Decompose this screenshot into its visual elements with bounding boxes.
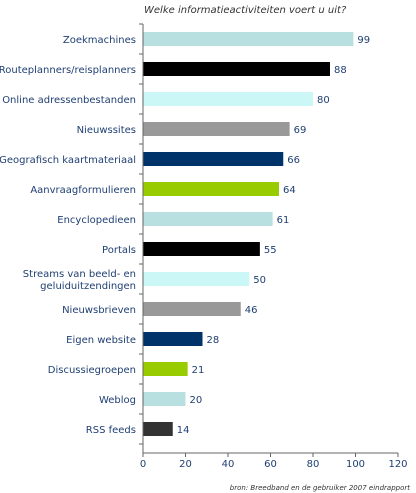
bar [143, 422, 173, 436]
category-label: Weblog [99, 395, 136, 406]
value-label: 99 [357, 35, 370, 46]
category-label: RSS feeds [86, 425, 136, 436]
category-label: Routeplanners/reisplanners [0, 65, 136, 76]
value-label: 21 [192, 365, 205, 376]
category-label: Online adressenbestanden [2, 95, 136, 106]
bar [143, 302, 241, 316]
category-label: Aanvraagformulieren [30, 185, 136, 196]
value-label: 64 [283, 185, 296, 196]
x-tick-label: 0 [140, 459, 146, 470]
category-label: Streams van beeld- en geluiduitzendingen [23, 269, 136, 292]
value-label: 14 [177, 425, 190, 436]
category-label: Zoekmachines [63, 35, 136, 46]
value-label: 61 [277, 215, 290, 226]
bar [143, 212, 273, 226]
value-label: 50 [253, 275, 266, 286]
x-tick-label: 120 [388, 459, 407, 470]
bar [143, 122, 290, 136]
bar [143, 392, 186, 406]
category-label: Portals [102, 245, 136, 256]
value-label: 28 [207, 335, 220, 346]
bar [143, 92, 313, 106]
bar [143, 362, 188, 376]
value-label: 66 [287, 155, 300, 166]
bar [143, 182, 279, 196]
value-label: 69 [294, 125, 307, 136]
value-label: 20 [190, 395, 203, 406]
category-label: Encyclopedieen [57, 215, 136, 226]
category-label: Eigen website [66, 335, 136, 346]
value-label: 80 [317, 95, 330, 106]
bar [143, 242, 260, 256]
x-tick-label: 100 [346, 459, 365, 470]
category-label: Geografisch kaartmateriaal [0, 155, 136, 166]
bar [143, 62, 330, 76]
bar [143, 272, 250, 286]
x-tick-label: 40 [222, 459, 235, 470]
plot-area: Zoekmachines 99 Routeplanners/reisplanners… [0, 23, 408, 470]
category-label: Discussiegroepen [48, 365, 136, 376]
bar [143, 332, 203, 346]
x-tick-label: 80 [307, 459, 320, 470]
x-tick-label: 20 [179, 459, 192, 470]
category-label: Nieuwssites [77, 125, 136, 136]
category-label: Nieuwsbrieven [62, 305, 136, 316]
source-note: bron: Breedband en de gebruiker 2007 ein… [230, 484, 410, 492]
chart-title: Welke informatieactiviteiten voert u uit… [144, 5, 347, 16]
bar [143, 152, 284, 166]
value-label: 88 [334, 65, 347, 76]
value-label: 46 [245, 305, 258, 316]
bar [143, 32, 354, 46]
value-label: 55 [264, 245, 277, 256]
x-tick-label: 60 [264, 459, 277, 470]
